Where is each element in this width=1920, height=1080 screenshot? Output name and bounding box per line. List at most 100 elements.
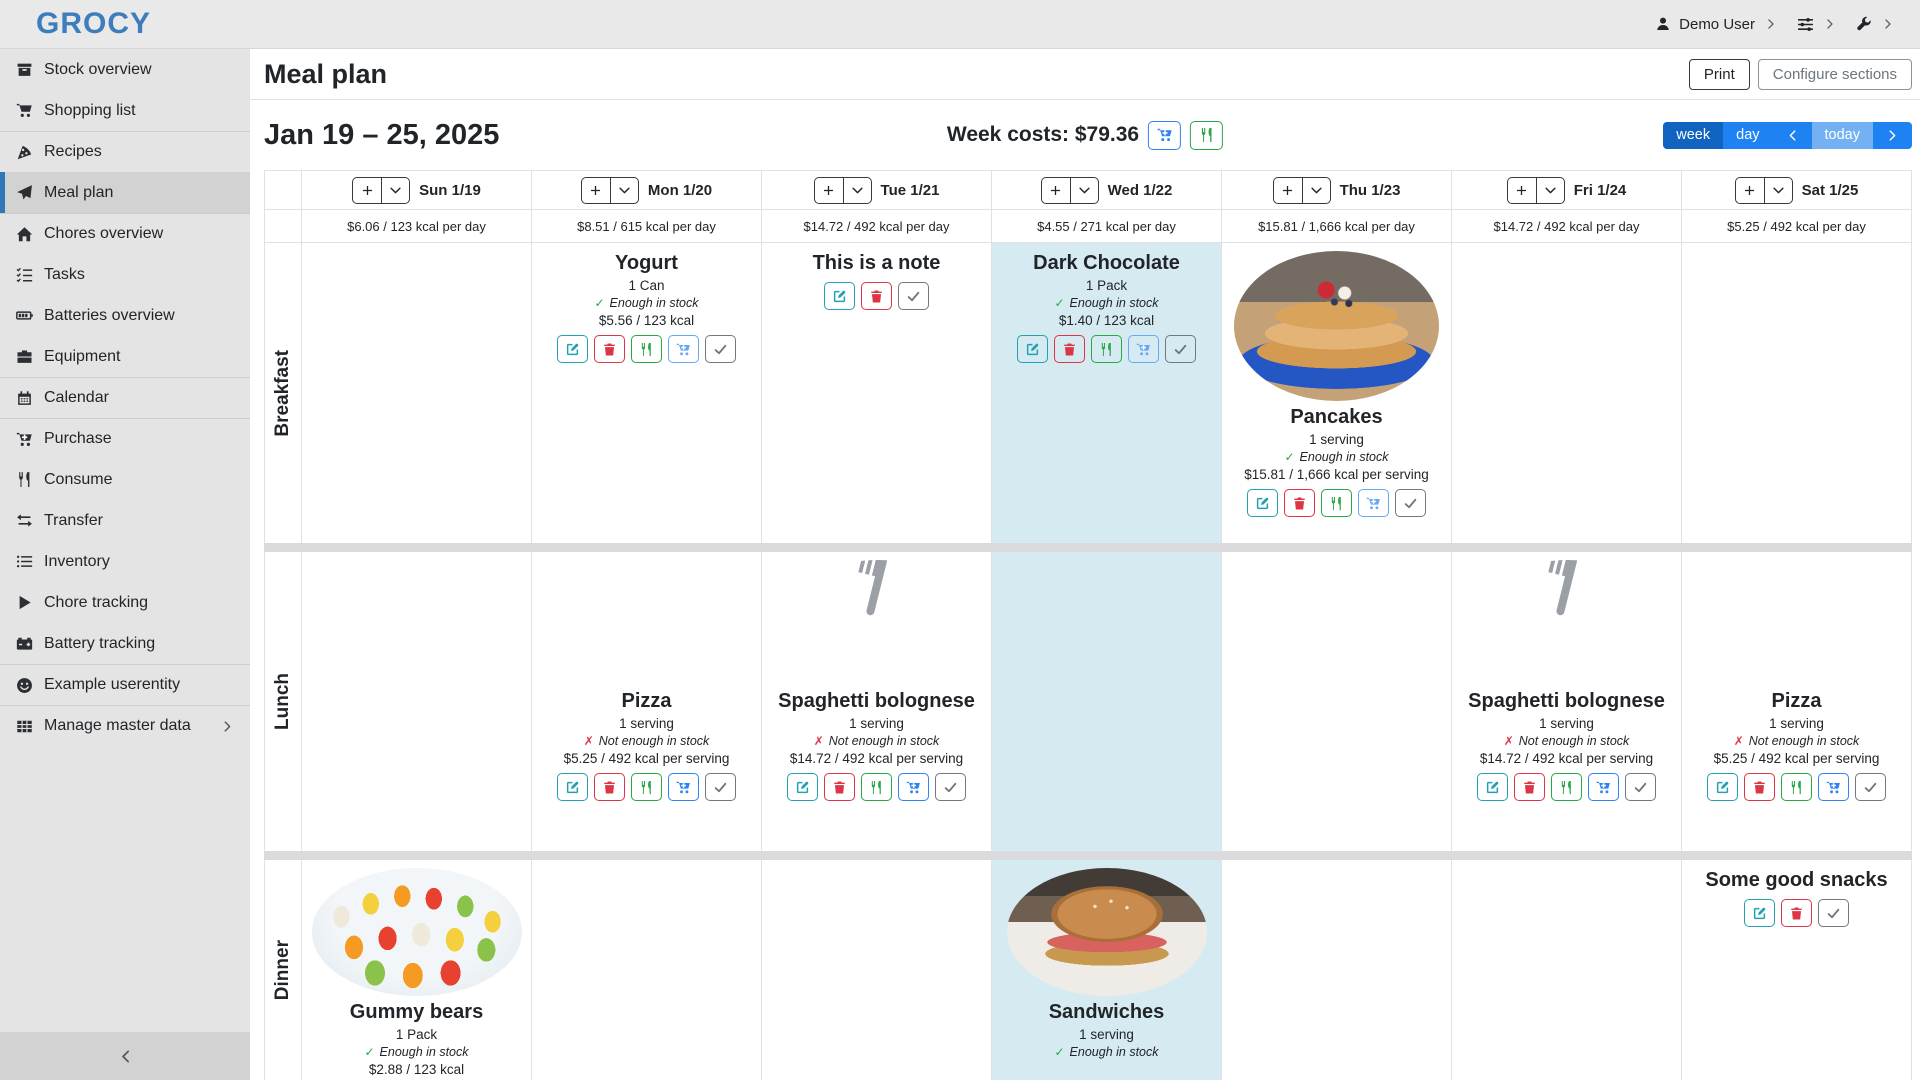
consume-button[interactable]	[861, 773, 892, 801]
edit-button[interactable]	[1247, 489, 1278, 517]
delete-button[interactable]	[1284, 489, 1315, 517]
add-meal-button[interactable]	[1506, 176, 1536, 204]
print-button[interactable]: Print	[1688, 58, 1750, 90]
meal-cell[interactable]	[762, 860, 992, 1080]
sidebar-item-stock-overview[interactable]: Stock overview	[0, 49, 250, 90]
sidebar-item-equipment[interactable]: Equipment	[0, 336, 250, 377]
add-meal-button[interactable]	[1040, 176, 1070, 204]
add-meal-button[interactable]	[1734, 176, 1764, 204]
consume-button[interactable]	[1091, 335, 1122, 363]
sidebar-item-recipes[interactable]: Recipes	[0, 131, 250, 172]
meal-cell[interactable]: Dark Chocolate 1 Pack ✓ Enough in stock $1.4…	[992, 243, 1222, 543]
add-to-shopping-list-button[interactable]	[1818, 773, 1849, 801]
delete-button[interactable]	[594, 773, 625, 801]
day-options-button[interactable]	[842, 176, 872, 204]
meal-cell[interactable]	[1222, 860, 1452, 1080]
meal-cell[interactable]	[532, 860, 762, 1080]
edit-button[interactable]	[787, 773, 818, 801]
add-to-shopping-list-button[interactable]	[668, 335, 699, 363]
meal-cell[interactable]: Yogurt 1 Can ✓ Enough in stock $5.56 / 123 k…	[532, 243, 762, 543]
add-to-shopping-list-button[interactable]	[1358, 489, 1389, 517]
sidebar-item-transfer[interactable]: Transfer	[0, 500, 250, 541]
add-week-to-shopping-list-button[interactable]	[1148, 120, 1182, 150]
sidebar-item-chores-overview[interactable]: Chores overview	[0, 213, 250, 254]
meal-cell[interactable]: Pizza 1 serving ✗ Not enough in stock $5.25 …	[532, 552, 762, 851]
edit-button[interactable]	[1017, 335, 1048, 363]
sidebar-item-meal-plan[interactable]: Meal plan	[0, 172, 250, 213]
sidebar-item-example-userentity[interactable]: Example userentity	[0, 664, 250, 705]
add-to-shopping-list-button[interactable]	[898, 773, 929, 801]
settings-menu[interactable]	[1797, 16, 1814, 33]
edit-button[interactable]	[1477, 773, 1508, 801]
today-button[interactable]: today	[1811, 121, 1873, 149]
meal-cell[interactable]: This is a note	[762, 243, 992, 543]
add-to-shopping-list-button[interactable]	[668, 773, 699, 801]
day-options-button[interactable]	[1763, 176, 1793, 204]
mark-completed-button[interactable]	[1395, 489, 1426, 517]
sidebar-item-purchase[interactable]: Purchase	[0, 418, 250, 459]
edit-button[interactable]	[557, 335, 588, 363]
sidebar-item-manage-master-data[interactable]: Manage master data	[0, 705, 250, 746]
admin-menu[interactable]	[1856, 16, 1872, 32]
mark-completed-button[interactable]	[705, 773, 736, 801]
meal-cell[interactable]: Pizza 1 serving ✗ Not enough in stock $5.25 …	[1682, 552, 1912, 851]
day-view-button[interactable]: day	[1723, 121, 1773, 149]
delete-button[interactable]	[824, 773, 855, 801]
add-meal-button[interactable]	[580, 176, 610, 204]
meal-cell[interactable]: Sandwiches 1 serving ✓ Enough in stock	[992, 860, 1222, 1080]
sidebar-item-batteries-overview[interactable]: Batteries overview	[0, 295, 250, 336]
delete-button[interactable]	[1744, 773, 1775, 801]
meal-cell[interactable]	[1682, 243, 1912, 543]
add-meal-button[interactable]	[1272, 176, 1302, 204]
next-week-button[interactable]	[1873, 121, 1912, 149]
meal-cell[interactable]: Spaghetti bolognese 1 serving ✗ Not enough …	[762, 552, 992, 851]
mark-completed-button[interactable]	[935, 773, 966, 801]
add-meal-button[interactable]	[813, 176, 843, 204]
sidebar-collapse-button[interactable]	[0, 1032, 250, 1080]
meal-cell[interactable]	[992, 552, 1222, 851]
chevron-right-icon[interactable]	[1765, 18, 1777, 30]
chevron-right-icon[interactable]	[1882, 18, 1894, 30]
meal-cell[interactable]	[302, 552, 532, 851]
edit-button[interactable]	[824, 282, 855, 310]
meal-cell[interactable]	[1452, 243, 1682, 543]
sidebar-item-chore-tracking[interactable]: Chore tracking	[0, 582, 250, 623]
day-options-button[interactable]	[609, 176, 639, 204]
configure-sections-button[interactable]: Configure sections	[1757, 58, 1912, 90]
sidebar-item-consume[interactable]: Consume	[0, 459, 250, 500]
add-to-shopping-list-button[interactable]	[1588, 773, 1619, 801]
grocy-logo[interactable]: GROCY	[36, 7, 152, 40]
sidebar-item-tasks[interactable]: Tasks	[0, 254, 250, 295]
delete-button[interactable]	[594, 335, 625, 363]
delete-button[interactable]	[1514, 773, 1545, 801]
edit-button[interactable]	[1707, 773, 1738, 801]
consume-button[interactable]	[1321, 489, 1352, 517]
meal-cell[interactable]	[302, 243, 532, 543]
meal-cell[interactable]: Gummy bears 1 Pack ✓ Enough in stock $2.88 /…	[302, 860, 532, 1080]
edit-button[interactable]	[1744, 899, 1775, 927]
sidebar-item-shopping-list[interactable]: Shopping list	[0, 90, 250, 131]
consume-button[interactable]	[1551, 773, 1582, 801]
week-view-button[interactable]: week	[1663, 121, 1724, 149]
chevron-right-icon[interactable]	[1824, 18, 1836, 30]
sidebar-item-battery-tracking[interactable]: Battery tracking	[0, 623, 250, 664]
sidebar-item-calendar[interactable]: Calendar	[0, 377, 250, 418]
day-options-button[interactable]	[1535, 176, 1565, 204]
mark-completed-button[interactable]	[1625, 773, 1656, 801]
consume-button[interactable]	[631, 773, 662, 801]
day-options-button[interactable]	[381, 176, 411, 204]
mark-completed-button[interactable]	[705, 335, 736, 363]
consume-button[interactable]	[1781, 773, 1812, 801]
consume-button[interactable]	[631, 335, 662, 363]
day-options-button[interactable]	[1301, 176, 1331, 204]
delete-button[interactable]	[1781, 899, 1812, 927]
meal-cell[interactable]: Spaghetti bolognese 1 serving ✗ Not enough …	[1452, 552, 1682, 851]
delete-button[interactable]	[1054, 335, 1085, 363]
sidebar-item-inventory[interactable]: Inventory	[0, 541, 250, 582]
add-to-shopping-list-button[interactable]	[1128, 335, 1159, 363]
add-meal-button[interactable]	[352, 176, 382, 204]
day-options-button[interactable]	[1069, 176, 1099, 204]
meal-cell[interactable]	[1452, 860, 1682, 1080]
mark-completed-button[interactable]	[1855, 773, 1886, 801]
edit-button[interactable]	[557, 773, 588, 801]
